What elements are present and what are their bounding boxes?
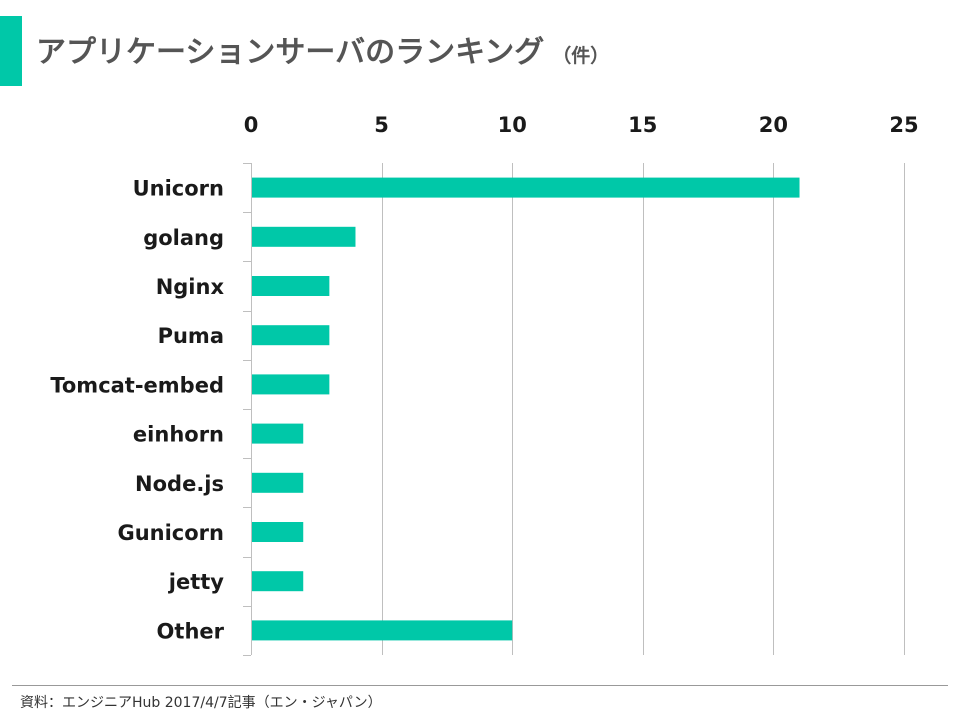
bar <box>252 571 304 592</box>
bar <box>252 620 513 641</box>
category-label: Tomcat-embed <box>50 373 224 397</box>
bar-chart: 0 5 10 15 20 25 Unicorn golang Nginx Puma Tomcat-e… <box>50 113 919 656</box>
bar <box>252 325 330 346</box>
category-label: Other <box>157 619 225 643</box>
category-label: Unicorn <box>133 177 224 201</box>
bar <box>252 472 304 493</box>
bar <box>252 226 356 247</box>
unit-label: （件） <box>552 45 610 67</box>
x-tick-label: 15 <box>628 113 657 137</box>
x-tick-label: 10 <box>498 113 527 137</box>
footer-divider <box>12 685 948 686</box>
chart-title: アプリケーションサーバのランキング （件） <box>36 27 609 71</box>
category-label: golang <box>143 226 224 250</box>
title-text: アプリケーションサーバのランキング <box>36 35 545 70</box>
x-tick-label: 0 <box>244 113 259 137</box>
bar <box>252 423 304 444</box>
x-tick-label: 5 <box>374 113 389 137</box>
title-accent-bar <box>0 16 22 86</box>
category-label: Gunicorn <box>117 521 224 545</box>
bar <box>252 522 304 542</box>
source-note: 資料：エンジニアHub 2017/4/7記事（エン・ジャパン） <box>20 695 382 711</box>
category-label: Nginx <box>156 275 225 299</box>
bar <box>252 374 330 395</box>
category-label: Node.js <box>135 472 224 496</box>
bar <box>252 177 800 198</box>
x-tick-label: 20 <box>759 113 788 137</box>
category-label: einhorn <box>133 423 224 447</box>
x-tick-label: 25 <box>889 113 918 137</box>
bar <box>252 276 330 296</box>
category-label: jetty <box>168 570 225 594</box>
category-label: Puma <box>158 324 224 348</box>
